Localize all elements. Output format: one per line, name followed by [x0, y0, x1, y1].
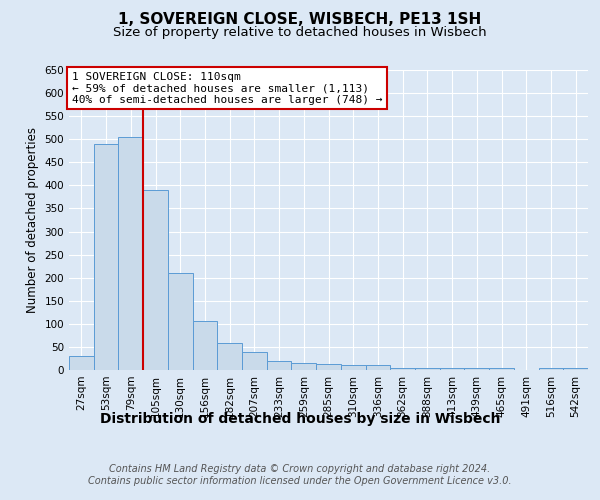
Bar	[168, 273, 193, 370]
Bar	[193, 320, 217, 370]
Text: Contains HM Land Registry data © Crown copyright and database right 2024.: Contains HM Land Registry data © Crown c…	[109, 464, 491, 474]
Bar	[69, 356, 94, 370]
Bar	[94, 144, 118, 370]
Bar	[390, 368, 415, 370]
Text: 1, SOVEREIGN CLOSE, WISBECH, PE13 1SH: 1, SOVEREIGN CLOSE, WISBECH, PE13 1SH	[118, 12, 482, 28]
Bar	[341, 366, 365, 370]
Bar	[242, 352, 267, 370]
Bar	[539, 368, 563, 370]
Bar	[292, 363, 316, 370]
Bar	[489, 368, 514, 370]
Text: Contains public sector information licensed under the Open Government Licence v3: Contains public sector information licen…	[88, 476, 512, 486]
Bar	[267, 361, 292, 370]
Bar	[563, 368, 588, 370]
Bar	[365, 366, 390, 370]
Bar	[316, 364, 341, 370]
Text: Size of property relative to detached houses in Wisbech: Size of property relative to detached ho…	[113, 26, 487, 39]
Bar	[415, 368, 440, 370]
Bar	[143, 190, 168, 370]
Bar	[464, 368, 489, 370]
Text: Distribution of detached houses by size in Wisbech: Distribution of detached houses by size …	[100, 412, 500, 426]
Bar	[440, 368, 464, 370]
Bar	[217, 343, 242, 370]
Bar	[118, 137, 143, 370]
Y-axis label: Number of detached properties: Number of detached properties	[26, 127, 39, 313]
Text: 1 SOVEREIGN CLOSE: 110sqm
← 59% of detached houses are smaller (1,113)
40% of se: 1 SOVEREIGN CLOSE: 110sqm ← 59% of detac…	[71, 72, 382, 104]
